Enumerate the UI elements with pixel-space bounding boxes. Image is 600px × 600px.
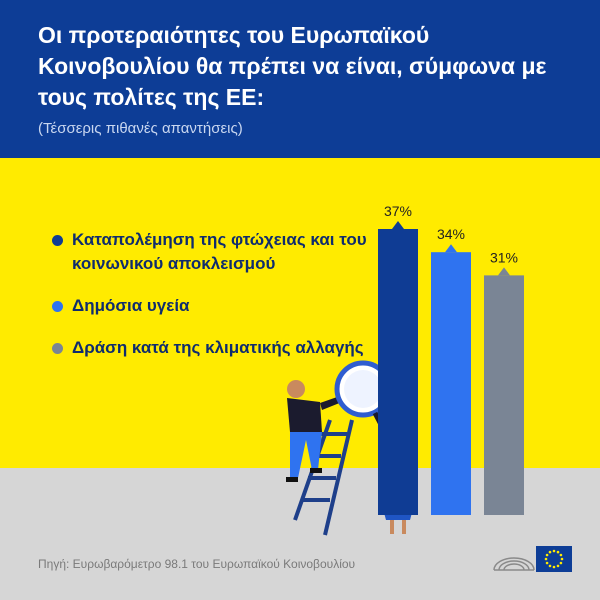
bar-value-label-2: 34% xyxy=(437,226,465,242)
legend-item-poverty: Καταπολέμηση της φτώχειας και του κοινων… xyxy=(50,228,380,276)
bar-pointer-3 xyxy=(498,267,510,276)
source-note: Πηγή: Ευρωβαρόμετρο 98.1 του Ευρωπαϊκού … xyxy=(38,557,356,571)
star-icon xyxy=(556,564,560,568)
european-parliament-logo xyxy=(493,546,572,572)
star-icon xyxy=(548,564,552,568)
legend-dot-icon xyxy=(52,235,63,246)
bar-3 xyxy=(484,275,524,515)
star-icon xyxy=(545,561,549,565)
star-icon xyxy=(559,553,563,557)
page-title: Οι προτεραιότητες του Ευρωπαϊκού Κοινοβο… xyxy=(38,22,547,110)
header-banner: Οι προτεραιότητες του Ευρωπαϊκού Κοινοβο… xyxy=(0,0,600,158)
star-icon xyxy=(552,565,556,569)
bar-1 xyxy=(378,229,418,515)
bar-pointer-1 xyxy=(392,221,404,229)
star-icon xyxy=(544,557,548,561)
star-icon xyxy=(545,553,549,557)
star-icon xyxy=(556,550,560,554)
legend-label: Καταπολέμηση της φτώχειας και του κοινων… xyxy=(72,230,367,273)
star-icon xyxy=(560,557,564,561)
legend-item-climate: Δράση κατά της κλιματικής αλλαγής xyxy=(50,336,380,360)
legend-item-health: Δημόσια υγεία xyxy=(50,294,380,318)
chart-legend: Καταπολέμηση της φτώχειας και του κοινων… xyxy=(50,228,380,378)
star-icon xyxy=(559,561,563,565)
bars-group: 37% 34% 31% xyxy=(378,203,524,515)
bar-2 xyxy=(431,252,471,515)
magnifying-glass-icon xyxy=(334,360,392,440)
star-icon xyxy=(548,550,552,554)
legend-label: Δράση κατά της κλιματικής αλλαγής xyxy=(72,338,364,357)
legend-dot-icon xyxy=(52,343,63,354)
star-icon xyxy=(552,549,556,553)
parliament-building-icon xyxy=(493,557,535,571)
legend-label: Δημόσια υγεία xyxy=(72,296,190,315)
man-figure xyxy=(286,380,342,482)
bar-value-label-3: 31% xyxy=(490,249,518,265)
eu-flag-icon xyxy=(536,546,572,572)
bar-value-label-1: 37% xyxy=(384,203,412,219)
page-subtitle: (Τέσσερις πιθανές απαντήσεις) xyxy=(38,120,243,137)
bar-pointer-2 xyxy=(445,244,457,253)
legend-dot-icon xyxy=(52,301,63,312)
